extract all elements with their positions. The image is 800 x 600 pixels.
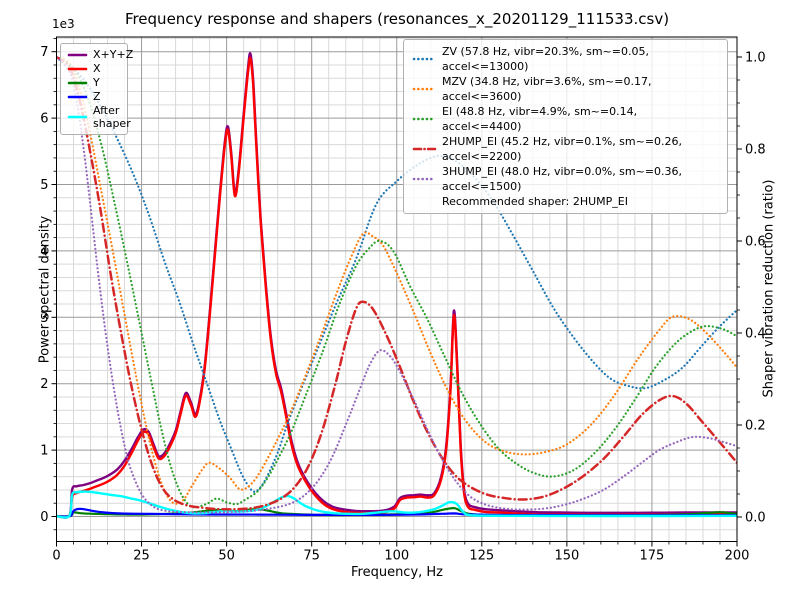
legend-item: X — [67, 62, 121, 75]
x-axis-label: Frequency, Hz — [350, 565, 444, 580]
legend-label: ZV (57.8 Hz, vibr=20.3%, sm~=0.05, accel… — [442, 45, 649, 73]
legend-item: ZV (57.8 Hz, vibr=20.3%, sm~=0.05, accel… — [412, 44, 719, 74]
y-axis-label-right: Shaper vibration reduction (ratio) — [761, 179, 777, 398]
svg-text:100: 100 — [384, 549, 409, 564]
y-axis-offset-label: 1e3 — [52, 17, 75, 31]
legend-item: 3HUMP_EI (48.0 Hz, vibr=0.0%, sm~=0.36, … — [412, 164, 719, 194]
svg-text:25: 25 — [133, 549, 150, 564]
legend-label: MZV (34.8 Hz, vibr=3.6%, sm~=0.17, accel… — [442, 75, 652, 103]
legend-label: EI (48.8 Hz, vibr=4.9%, sm~=0.14, accel<… — [442, 105, 638, 133]
legend-item: EI (48.8 Hz, vibr=4.9%, sm~=0.14, accel<… — [412, 104, 719, 134]
svg-text:1: 1 — [40, 444, 48, 459]
svg-text:200: 200 — [725, 549, 750, 564]
y-axis-label-left: Power spectral density — [37, 215, 53, 364]
legend-shapers: ZV (57.8 Hz, vibr=20.3%, sm~=0.05, accel… — [403, 39, 728, 214]
legend-item: 2HUMP_EI (45.2 Hz, vibr=0.1%, sm~=0.26, … — [412, 134, 719, 164]
legend-label: Y — [93, 76, 100, 89]
svg-text:0.2: 0.2 — [745, 419, 766, 434]
svg-text:3: 3 — [40, 311, 48, 326]
svg-text:6: 6 — [40, 112, 48, 127]
svg-text:0.6: 0.6 — [745, 235, 766, 250]
line-swatch — [412, 117, 437, 121]
legend-label: Z — [93, 90, 101, 103]
line-swatch — [67, 81, 88, 84]
line-swatch — [412, 57, 437, 61]
legend-label: 2HUMP_EI (45.2 Hz, vibr=0.1%, sm~=0.26, … — [442, 135, 683, 163]
line-swatch — [67, 53, 88, 56]
svg-text:0.8: 0.8 — [745, 143, 766, 158]
legend-item: After shaper — [67, 104, 131, 130]
line-swatch — [67, 115, 88, 119]
svg-text:4: 4 — [40, 244, 48, 259]
svg-text:75: 75 — [303, 549, 320, 564]
legend-label: After shaper — [93, 104, 131, 130]
svg-text:0.0: 0.0 — [745, 511, 766, 526]
line-swatch — [412, 147, 437, 151]
svg-text:0: 0 — [52, 549, 60, 564]
legend-item: Y — [67, 76, 121, 89]
svg-text:1.0: 1.0 — [745, 51, 766, 66]
legend-item: MZV (34.8 Hz, vibr=3.6%, sm~=0.17, accel… — [412, 74, 719, 104]
line-swatch — [412, 87, 437, 91]
chart-title: Frequency response and shapers (resonanc… — [124, 10, 670, 28]
line-swatch — [67, 95, 88, 98]
svg-text:2: 2 — [40, 377, 48, 392]
legend-item: X+Y+Z — [67, 48, 133, 61]
legend-label: X — [93, 62, 101, 75]
svg-text:7: 7 — [40, 45, 48, 60]
legend-psd: X+Y+Z X Y Z After shaper — [60, 43, 133, 135]
legend-item: Z — [67, 90, 121, 103]
svg-text:0: 0 — [40, 510, 48, 525]
line-swatch — [67, 67, 88, 70]
legend-label: X+Y+Z — [93, 48, 134, 61]
svg-text:175: 175 — [640, 549, 665, 564]
svg-text:150: 150 — [554, 549, 579, 564]
svg-text:50: 50 — [218, 549, 235, 564]
legend-label: 3HUMP_EI (48.0 Hz, vibr=0.0%, sm~=0.36, … — [442, 165, 683, 193]
svg-text:5: 5 — [40, 178, 48, 193]
svg-text:125: 125 — [469, 549, 494, 564]
svg-text:0.4: 0.4 — [745, 327, 766, 342]
recommended-shaper-note: Recommended shaper: 2HUMP_EI — [442, 195, 628, 208]
line-swatch — [412, 177, 437, 181]
